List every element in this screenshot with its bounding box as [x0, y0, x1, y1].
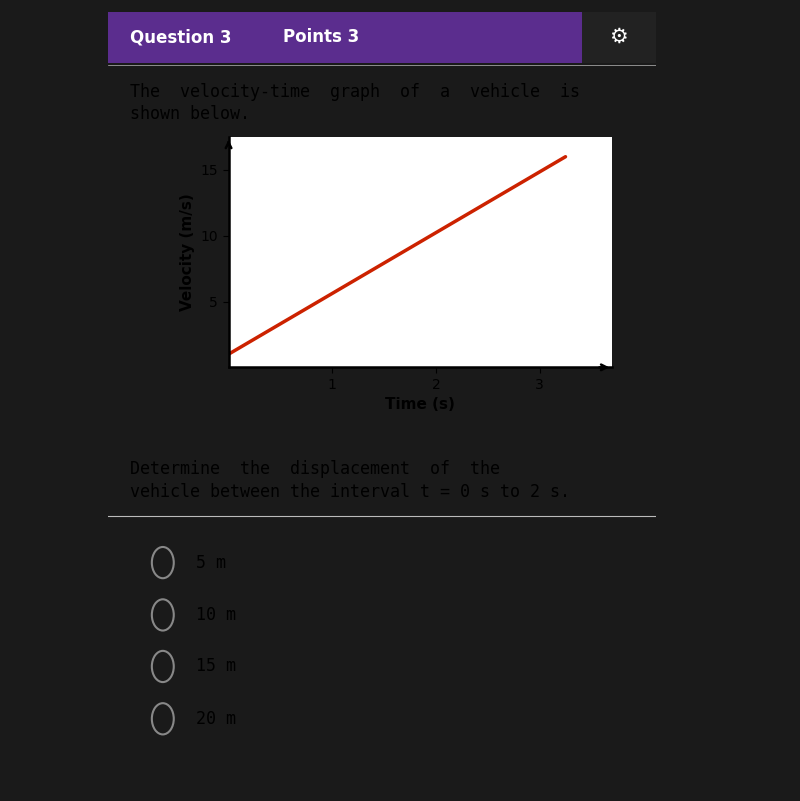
Text: Points 3: Points 3 [283, 28, 360, 46]
Text: 20 m: 20 m [196, 710, 236, 728]
Text: vehicle between the interval t = 0 s to 2 s.: vehicle between the interval t = 0 s to … [130, 483, 570, 501]
Text: ⚙: ⚙ [610, 27, 628, 47]
Y-axis label: Velocity (m/s): Velocity (m/s) [180, 193, 195, 311]
Text: Question 3: Question 3 [130, 28, 231, 46]
X-axis label: Time (s): Time (s) [386, 397, 455, 413]
Bar [582, 12, 656, 62]
Text: shown below.: shown below. [130, 105, 250, 123]
Text: 10 m: 10 m [196, 606, 236, 624]
Text: The  velocity-time  graph  of  a  vehicle  is: The velocity-time graph of a vehicle is [130, 83, 580, 101]
Text: 5 m: 5 m [196, 553, 226, 572]
Bar [108, 12, 656, 62]
Text: 15 m: 15 m [196, 658, 236, 675]
Text: Determine  the  displacement  of  the: Determine the displacement of the [130, 460, 500, 478]
